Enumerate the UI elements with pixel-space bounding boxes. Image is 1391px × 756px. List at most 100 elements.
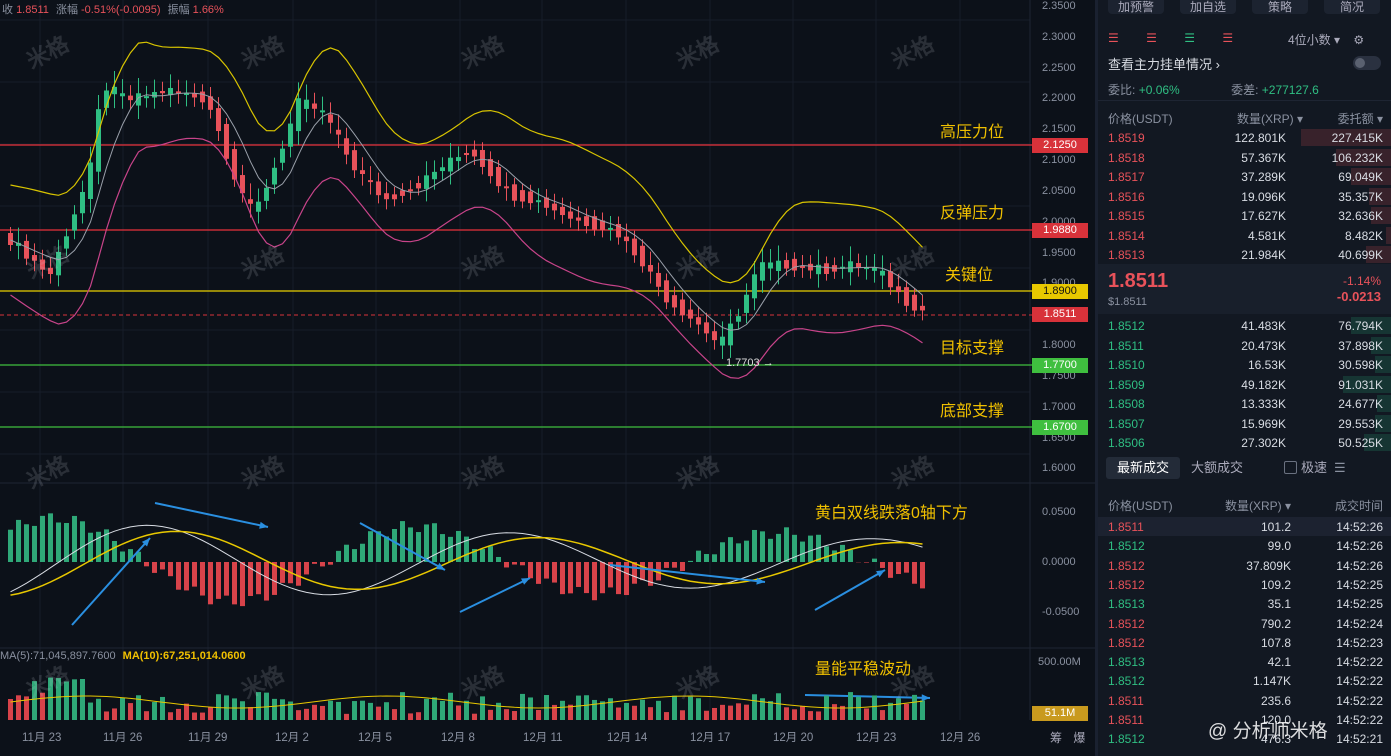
main-orders-link[interactable]: 查看主力挂单情况 › — [1108, 57, 1220, 72]
volume-bar — [912, 694, 917, 720]
fast-checkbox[interactable] — [1284, 461, 1297, 474]
trend-arrow-head — [876, 570, 885, 578]
trend-arrow — [609, 564, 766, 583]
bid-row[interactable]: 1.8512 41.483K 76.794K — [1098, 316, 1391, 335]
volume-bar — [40, 692, 45, 720]
volume-bar — [72, 679, 77, 720]
candle-body — [80, 191, 85, 214]
ask-row[interactable]: 1.8517 37.289K 69.049K — [1098, 167, 1391, 186]
volume-bar — [640, 699, 645, 720]
ob-both-icon[interactable]: ☰ — [1108, 31, 1119, 45]
bid-row[interactable]: 1.8510 16.53K 30.598K — [1098, 355, 1391, 374]
candle-body — [168, 87, 173, 96]
macd-histogram-bar — [176, 562, 181, 590]
ask-row[interactable]: 1.8514 4.581K 8.482K — [1098, 226, 1391, 245]
candle-body — [704, 322, 709, 334]
candle-body — [88, 162, 93, 199]
macd-histogram-bar — [320, 562, 325, 567]
volume-bar — [480, 696, 485, 720]
volume-bar — [8, 699, 13, 720]
tab-latest-trades[interactable]: 最新成交 — [1106, 457, 1180, 479]
volume-bar — [776, 693, 781, 720]
volume-bar — [600, 701, 605, 720]
bid-row[interactable]: 1.8508 13.333K 24.677K — [1098, 394, 1391, 413]
macd-histogram-bar — [80, 521, 85, 562]
macd-histogram-bar — [464, 536, 469, 562]
volume-bar — [16, 695, 21, 720]
candle-body — [776, 260, 781, 271]
volume-bar — [784, 707, 789, 720]
volume-bar — [448, 692, 453, 720]
price-axis-label: 2.1500 — [1042, 123, 1076, 135]
ob-buy-icon[interactable]: ☰ — [1184, 31, 1195, 45]
candle-body — [40, 259, 45, 270]
overview-button[interactable]: 简况 — [1324, 0, 1380, 14]
bid-row[interactable]: 1.8509 49.182K 91.031K — [1098, 375, 1391, 394]
volume-bar — [680, 710, 685, 720]
bid-row[interactable]: 1.8506 27.302K 50.525K — [1098, 433, 1391, 452]
fast-label: 极速 — [1301, 460, 1328, 475]
candle-body — [264, 187, 269, 201]
volume-bar — [760, 698, 765, 720]
candle-body — [584, 216, 589, 227]
add-alert-button[interactable]: 加预警 — [1108, 0, 1164, 14]
kline-chart-area[interactable]: 收 1.8511 涨幅 -0.51%(-0.0095) 振幅 1.66% 2.3… — [0, 0, 1360, 756]
macd-histogram-bar — [536, 562, 541, 584]
precision-select[interactable]: 4位小数 ▾ ⚙ — [1288, 31, 1364, 48]
bid-row[interactable]: 1.8511 20.473K 37.898K — [1098, 336, 1391, 355]
time-axis-label: 11月 26 — [103, 732, 143, 744]
time-axis-label: 12月 14 — [607, 732, 648, 744]
macd-histogram-bar — [424, 524, 429, 562]
add-watchlist-button[interactable]: 加自选 — [1180, 0, 1236, 14]
time-axis-label: 12月 2 — [275, 732, 309, 744]
macd-histogram-bar — [736, 543, 741, 562]
orderbook-view-icons[interactable]: ☰ ☰ ☰ ☰ — [1108, 31, 1233, 45]
time-axis-label: 12月 8 — [441, 732, 475, 744]
candle-body — [512, 184, 517, 201]
macd-histogram-bar — [696, 550, 701, 562]
macd-histogram-bar — [352, 549, 357, 562]
candle-body — [696, 317, 701, 325]
time-axis-label: 12月 11 — [523, 732, 563, 744]
kline-chart-canvas[interactable] — [0, 0, 1095, 756]
burst-icon[interactable]: 爆 — [1073, 731, 1086, 745]
settings-icon[interactable]: ⚙ — [1353, 33, 1365, 47]
tab-large-trades[interactable]: 大额成交 — [1191, 460, 1244, 475]
volume-bar — [584, 695, 589, 720]
ask-row[interactable]: 1.8515 17.627K 32.636K — [1098, 206, 1391, 225]
ask-row[interactable]: 1.8516 19.096K 35.357K — [1098, 187, 1391, 206]
volume-bar — [168, 712, 173, 720]
panel-divider[interactable] — [1095, 0, 1098, 756]
volume-bar — [368, 702, 373, 720]
trade-row: 1.8512 476.3 14:52:21 — [1108, 732, 1383, 747]
macd-histogram-bar — [704, 554, 709, 562]
volume-bar — [48, 677, 53, 720]
trend-arrow-head — [259, 521, 268, 529]
volume-tag: 51.1M — [1032, 706, 1088, 721]
macd-histogram-bar — [296, 562, 301, 586]
volume-bar — [552, 704, 557, 720]
chip-icon[interactable]: 筹 — [1050, 731, 1063, 745]
volume-bar — [200, 712, 205, 720]
candle-body — [48, 267, 53, 275]
volume-bar — [720, 704, 725, 720]
volume-bar — [712, 707, 717, 720]
strategy-button[interactable]: 策略 — [1252, 0, 1308, 14]
ob-list-icon[interactable]: ☰ — [1222, 31, 1234, 45]
volume-bar — [344, 713, 349, 720]
candle-body — [624, 236, 629, 242]
candle-body — [560, 206, 565, 216]
ob-sell-icon[interactable]: ☰ — [1146, 31, 1157, 45]
bid-row[interactable]: 1.8507 15.969K 29.553K — [1098, 414, 1391, 433]
ask-row[interactable]: 1.8513 21.984K 40.699K — [1098, 245, 1391, 264]
ask-row[interactable]: 1.8519 122.801K 227.415K — [1098, 128, 1391, 147]
bottom-icons[interactable]: 筹 爆 — [1050, 729, 1085, 746]
trend-arrow-head — [141, 538, 150, 547]
main-orders-toggle[interactable] — [1353, 56, 1381, 70]
candle-body — [328, 114, 333, 123]
list-settings-icon[interactable]: ☰ — [1334, 460, 1346, 475]
candle-body — [32, 255, 37, 261]
ask-row[interactable]: 1.8518 57.367K 106.232K — [1098, 148, 1391, 167]
price-axis-label: 2.3500 — [1042, 0, 1076, 12]
volume-bar — [352, 701, 357, 720]
